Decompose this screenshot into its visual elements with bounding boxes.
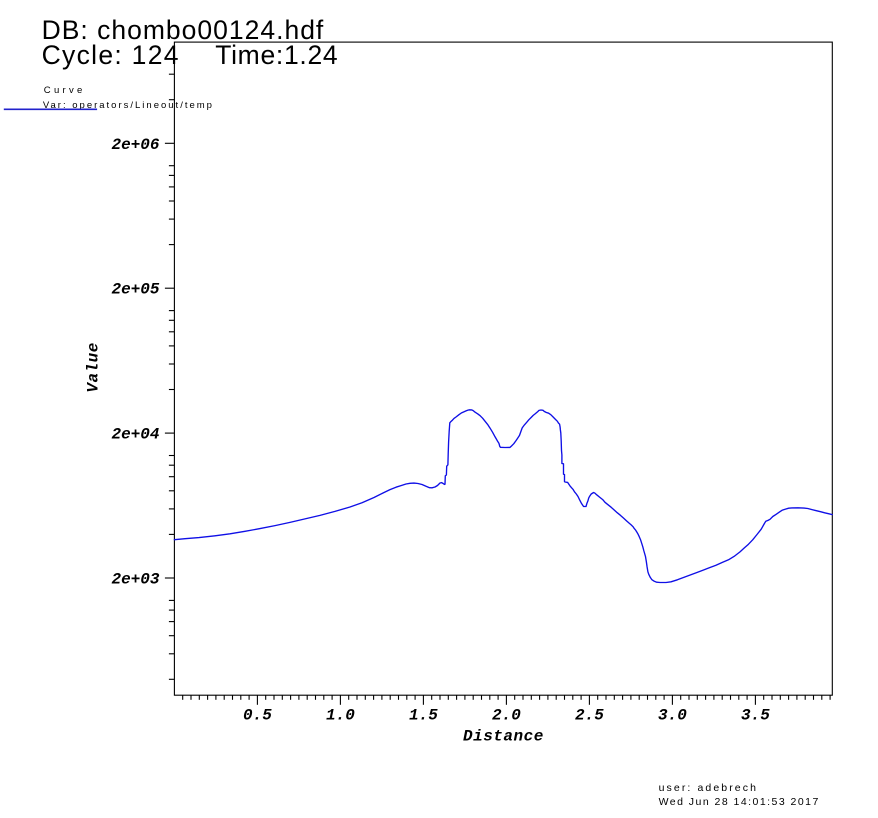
- svg-text:2.5: 2.5: [575, 706, 604, 724]
- svg-text:2.0: 2.0: [492, 706, 521, 724]
- svg-text:Distance: Distance: [463, 727, 544, 745]
- svg-text:1.5: 1.5: [409, 706, 438, 724]
- svg-text:2e+03: 2e+03: [111, 571, 159, 589]
- svg-text:2e+06: 2e+06: [111, 136, 159, 154]
- svg-text:1.0: 1.0: [326, 706, 355, 724]
- svg-text:0.5: 0.5: [243, 706, 272, 724]
- svg-text:2e+05: 2e+05: [111, 281, 159, 299]
- svg-text:3.0: 3.0: [658, 706, 687, 724]
- svg-text:2e+04: 2e+04: [111, 426, 159, 444]
- svg-text:3.5: 3.5: [741, 706, 770, 724]
- svg-text:Value: Value: [85, 342, 103, 393]
